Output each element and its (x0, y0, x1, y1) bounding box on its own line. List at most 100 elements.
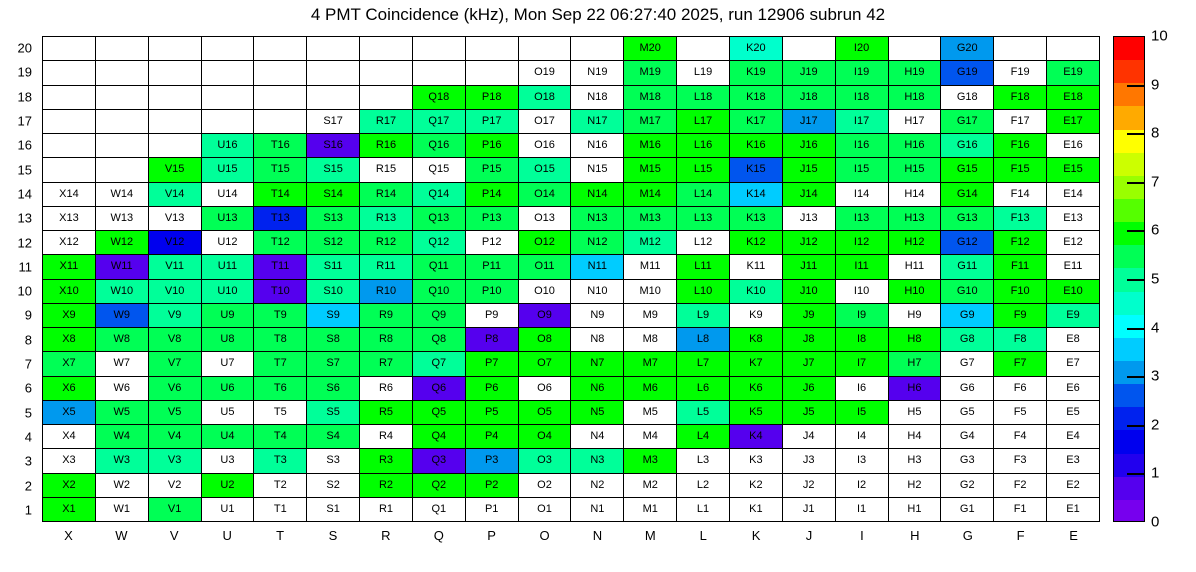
heatmap-cell-empty[interactable] (200, 60, 255, 86)
heatmap-cell-e18[interactable]: E18 (1046, 84, 1100, 110)
heatmap-cell-h13[interactable]: H13 (887, 205, 942, 232)
heatmap-cell-p16[interactable]: P16 (464, 132, 519, 159)
heatmap-cell-j8[interactable]: J8 (781, 326, 836, 353)
heatmap-cell-u3[interactable]: U3 (200, 448, 255, 474)
heatmap-cell-e5[interactable]: E5 (1046, 399, 1100, 426)
heatmap-cell-q13[interactable]: Q13 (411, 205, 466, 232)
heatmap-cell-w2[interactable]: W2 (94, 472, 149, 498)
heatmap-cell-k2[interactable]: K2 (728, 472, 783, 498)
heatmap-cell-s3[interactable]: S3 (306, 448, 361, 474)
heatmap-cell-f4[interactable]: F4 (993, 423, 1048, 450)
heatmap-cell-i7[interactable]: I7 (834, 351, 889, 377)
heatmap-cell-empty[interactable] (1046, 35, 1100, 62)
heatmap-cell-s2[interactable]: S2 (306, 472, 361, 498)
heatmap-cell-r9[interactable]: R9 (359, 302, 413, 329)
heatmap-cell-p14[interactable]: P14 (464, 181, 519, 207)
heatmap-cell-i6[interactable]: I6 (834, 375, 889, 401)
heatmap-cell-f7[interactable]: F7 (993, 351, 1048, 377)
heatmap-cell-f5[interactable]: F5 (993, 399, 1048, 426)
heatmap-cell-k10[interactable]: K10 (728, 278, 783, 304)
heatmap-cell-x10[interactable]: X10 (42, 278, 96, 304)
heatmap-cell-v2[interactable]: V2 (147, 472, 202, 498)
heatmap-cell-j9[interactable]: J9 (781, 302, 836, 329)
heatmap-cell-g3[interactable]: G3 (940, 448, 995, 474)
heatmap-cell-j17[interactable]: J17 (781, 108, 836, 135)
heatmap-cell-o15[interactable]: O15 (517, 157, 572, 183)
heatmap-cell-j6[interactable]: J6 (781, 375, 836, 401)
heatmap-cell-v15[interactable]: V15 (147, 157, 202, 183)
heatmap-cell-q2[interactable]: Q2 (411, 472, 466, 498)
heatmap-cell-f13[interactable]: F13 (993, 205, 1048, 232)
heatmap-cell-m19[interactable]: M19 (623, 60, 678, 86)
heatmap-cell-x6[interactable]: X6 (42, 375, 96, 401)
heatmap-cell-t1[interactable]: T1 (253, 496, 308, 523)
heatmap-cell-p6[interactable]: P6 (464, 375, 519, 401)
heatmap-cell-n4[interactable]: N4 (570, 423, 625, 450)
heatmap-cell-s17[interactable]: S17 (306, 108, 361, 135)
heatmap-cell-o12[interactable]: O12 (517, 229, 572, 256)
heatmap-cell-empty[interactable] (94, 108, 149, 135)
heatmap-cell-h6[interactable]: H6 (887, 375, 942, 401)
heatmap-cell-v10[interactable]: V10 (147, 278, 202, 304)
heatmap-cell-f15[interactable]: F15 (993, 157, 1048, 183)
heatmap-cell-s15[interactable]: S15 (306, 157, 361, 183)
heatmap-cell-r6[interactable]: R6 (359, 375, 413, 401)
heatmap-cell-f3[interactable]: F3 (993, 448, 1048, 474)
heatmap-cell-g10[interactable]: G10 (940, 278, 995, 304)
heatmap-cell-k1[interactable]: K1 (728, 496, 783, 523)
heatmap-cell-v3[interactable]: V3 (147, 448, 202, 474)
heatmap-cell-r11[interactable]: R11 (359, 254, 413, 280)
heatmap-cell-q15[interactable]: Q15 (411, 157, 466, 183)
heatmap-cell-m18[interactable]: M18 (623, 84, 678, 110)
heatmap-cell-r7[interactable]: R7 (359, 351, 413, 377)
heatmap-cell-h3[interactable]: H3 (887, 448, 942, 474)
heatmap-cell-w10[interactable]: W10 (94, 278, 149, 304)
heatmap-cell-k4[interactable]: K4 (728, 423, 783, 450)
heatmap-cell-h9[interactable]: H9 (887, 302, 942, 329)
heatmap-cell-v9[interactable]: V9 (147, 302, 202, 329)
heatmap-cell-o13[interactable]: O13 (517, 205, 572, 232)
heatmap-cell-k15[interactable]: K15 (728, 157, 783, 183)
heatmap-cell-n3[interactable]: N3 (570, 448, 625, 474)
heatmap-cell-empty[interactable] (253, 84, 308, 110)
heatmap-cell-empty[interactable] (147, 108, 202, 135)
heatmap-cell-w13[interactable]: W13 (94, 205, 149, 232)
heatmap-cell-n19[interactable]: N19 (570, 60, 625, 86)
heatmap-cell-f8[interactable]: F8 (993, 326, 1048, 353)
heatmap-cell-e2[interactable]: E2 (1046, 472, 1100, 498)
heatmap-cell-l18[interactable]: L18 (676, 84, 730, 110)
heatmap-cell-h11[interactable]: H11 (887, 254, 942, 280)
heatmap-cell-t12[interactable]: T12 (253, 229, 308, 256)
heatmap-cell-r4[interactable]: R4 (359, 423, 413, 450)
heatmap-cell-l5[interactable]: L5 (676, 399, 730, 426)
heatmap-cell-l14[interactable]: L14 (676, 181, 730, 207)
heatmap-cell-j16[interactable]: J16 (781, 132, 836, 159)
heatmap-cell-t8[interactable]: T8 (253, 326, 308, 353)
heatmap-cell-p10[interactable]: P10 (464, 278, 519, 304)
heatmap-cell-q11[interactable]: Q11 (411, 254, 466, 280)
heatmap-cell-o3[interactable]: O3 (517, 448, 572, 474)
heatmap-cell-h7[interactable]: H7 (887, 351, 942, 377)
heatmap-cell-empty[interactable] (42, 35, 96, 62)
heatmap-cell-empty[interactable] (94, 60, 149, 86)
heatmap-cell-w11[interactable]: W11 (94, 254, 149, 280)
heatmap-cell-q5[interactable]: Q5 (411, 399, 466, 426)
heatmap-cell-n9[interactable]: N9 (570, 302, 625, 329)
heatmap-cell-g19[interactable]: G19 (940, 60, 995, 86)
heatmap-cell-t11[interactable]: T11 (253, 254, 308, 280)
heatmap-cell-empty[interactable] (253, 108, 308, 135)
heatmap-cell-m6[interactable]: M6 (623, 375, 678, 401)
heatmap-cell-h19[interactable]: H19 (887, 60, 942, 86)
heatmap-cell-e1[interactable]: E1 (1046, 496, 1100, 523)
heatmap-cell-h10[interactable]: H10 (887, 278, 942, 304)
heatmap-cell-g17[interactable]: G17 (940, 108, 995, 135)
heatmap-cell-i9[interactable]: I9 (834, 302, 889, 329)
heatmap-cell-t7[interactable]: T7 (253, 351, 308, 377)
heatmap-cell-f1[interactable]: F1 (993, 496, 1048, 523)
heatmap-cell-x3[interactable]: X3 (42, 448, 96, 474)
heatmap-cell-m2[interactable]: M2 (623, 472, 678, 498)
heatmap-cell-l7[interactable]: L7 (676, 351, 730, 377)
heatmap-cell-x8[interactable]: X8 (42, 326, 96, 353)
heatmap-cell-r14[interactable]: R14 (359, 181, 413, 207)
heatmap-cell-u11[interactable]: U11 (200, 254, 255, 280)
